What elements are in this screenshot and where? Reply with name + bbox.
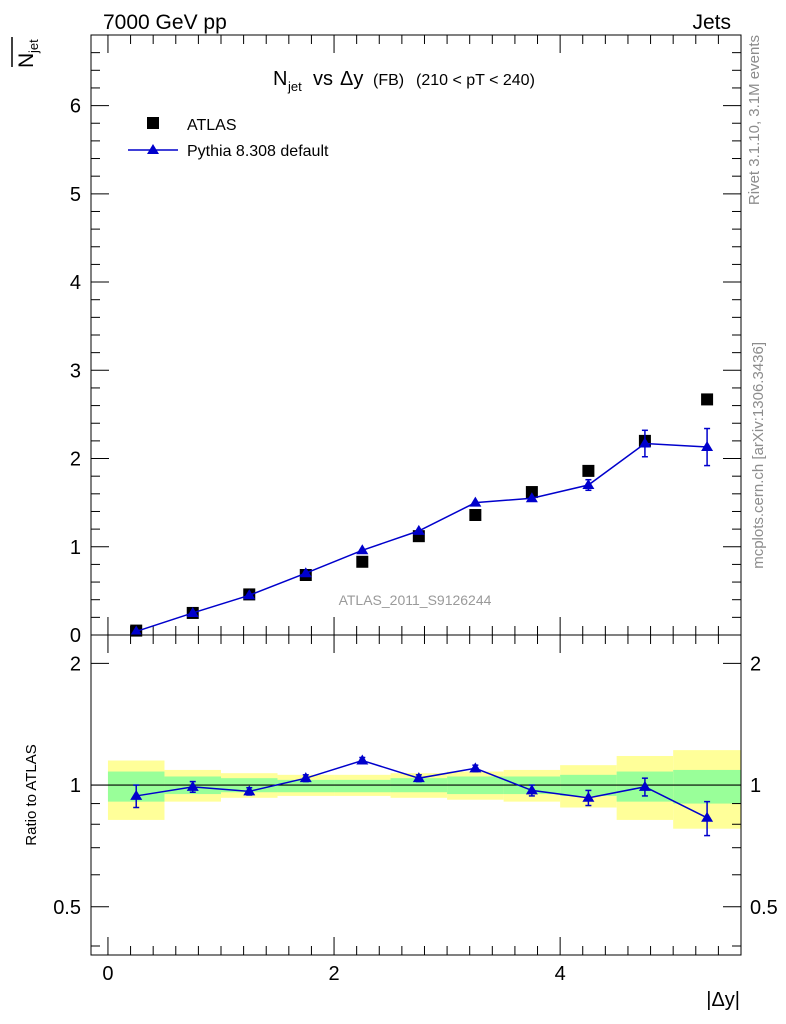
ratio-ytick-label-right: 2 — [750, 653, 761, 675]
atlas-point — [469, 509, 482, 521]
side-label-mcplots: mcplots.cern.ch [arXiv:1306.3436] — [750, 342, 767, 569]
ratio-bands — [107, 750, 741, 829]
top-ytick-label: 1 — [70, 537, 81, 559]
top-ylabel-letter: N — [15, 53, 38, 68]
atlas-point — [525, 486, 538, 499]
x-tick-label: 4 — [555, 963, 566, 985]
pythia-point — [525, 492, 538, 503]
title-main: N — [273, 68, 287, 90]
ratio-point — [701, 811, 714, 822]
header-right: Jets — [692, 11, 731, 34]
ratio-ytick-label-right: 1 — [750, 775, 761, 797]
title-tag: (FB) — [373, 72, 404, 89]
ratio-ylabel: Ratio to ATLAS — [23, 744, 40, 845]
ratio-ytick-label: 1 — [70, 775, 81, 797]
chart-title: N jet vs Δy (FB) (210 < pT < 240) — [273, 68, 535, 94]
x-tick-label: 2 — [328, 963, 339, 985]
top-ytick-label: 3 — [70, 360, 81, 382]
pythia-point — [412, 524, 425, 535]
ratio-ytick-label: 2 — [70, 653, 81, 675]
pythia-point — [130, 625, 143, 636]
atlas-point — [582, 464, 595, 477]
top-ytick-label: 2 — [70, 449, 81, 471]
top-ytick-label: 6 — [70, 96, 81, 118]
x-tick-label: 0 — [102, 963, 113, 985]
pythia-point — [243, 589, 256, 600]
top-data — [130, 393, 714, 637]
side-label-rivet: Rivet 3.1.10, 3.1M events — [746, 35, 763, 205]
ratio-point — [638, 780, 651, 791]
x-tick-labels: 0 2 4 — [102, 963, 565, 985]
pythia-point — [469, 496, 482, 507]
legend-pythia-label: Pythia 8.308 default — [187, 143, 329, 160]
ratio-axes — [91, 635, 742, 955]
pythia-point — [582, 479, 595, 489]
atlas-point — [701, 393, 714, 406]
legend-atlas-label: ATLAS — [187, 117, 237, 134]
pythia-point — [299, 567, 312, 578]
ratio-point — [469, 762, 482, 773]
top-ytick-label: 4 — [70, 272, 81, 294]
ratio-band-green — [334, 779, 391, 793]
top-ylabel-sub: jet — [26, 39, 41, 54]
atlas-point — [356, 555, 369, 568]
ratio-point — [525, 784, 538, 795]
pythia-point — [701, 441, 714, 452]
header-left: 7000 GeV pp — [103, 11, 227, 34]
title-main-sub: jet — [287, 79, 302, 94]
top-ylabel: N jet — [11, 37, 41, 68]
ratio-point — [412, 772, 425, 783]
legend-atlas-marker — [147, 117, 159, 129]
title-delta: Δy — [340, 68, 363, 90]
ratio-point — [186, 780, 199, 791]
ratio-plot-frame — [90, 634, 742, 956]
x-axis-label: |Δy| — [706, 989, 740, 1011]
ratio-ytick-labels: 0.5 0.5 1 1 2 2 — [53, 653, 778, 918]
pythia-point — [186, 606, 199, 617]
top-ytick-labels: 0 1 2 3 4 5 6 — [70, 96, 81, 647]
ratio-point — [582, 791, 595, 802]
pythia-point — [356, 544, 369, 555]
top-ytick-label: 0 — [70, 625, 81, 647]
ratio-ytick-label-right: 0.5 — [750, 897, 778, 919]
legend: ATLAS Pythia 8.308 default — [128, 117, 329, 160]
ratio-band-green — [277, 779, 335, 793]
watermark: ATLAS_2011_S9126244 — [339, 592, 492, 608]
ratio-band-green — [673, 769, 741, 804]
ratio-point — [130, 789, 143, 800]
title-range: (210 < pT < 240) — [416, 72, 535, 89]
ratio-ytick-label: 0.5 — [53, 897, 81, 919]
top-ytick-label: 5 — [70, 184, 81, 206]
ratio-point — [356, 754, 369, 765]
ratio-data — [130, 754, 714, 837]
pythia-point — [638, 437, 651, 448]
ratio-point — [299, 772, 312, 783]
legend-pythia-marker — [147, 144, 159, 154]
title-vs: vs — [313, 68, 333, 90]
ratio-point — [243, 785, 256, 796]
